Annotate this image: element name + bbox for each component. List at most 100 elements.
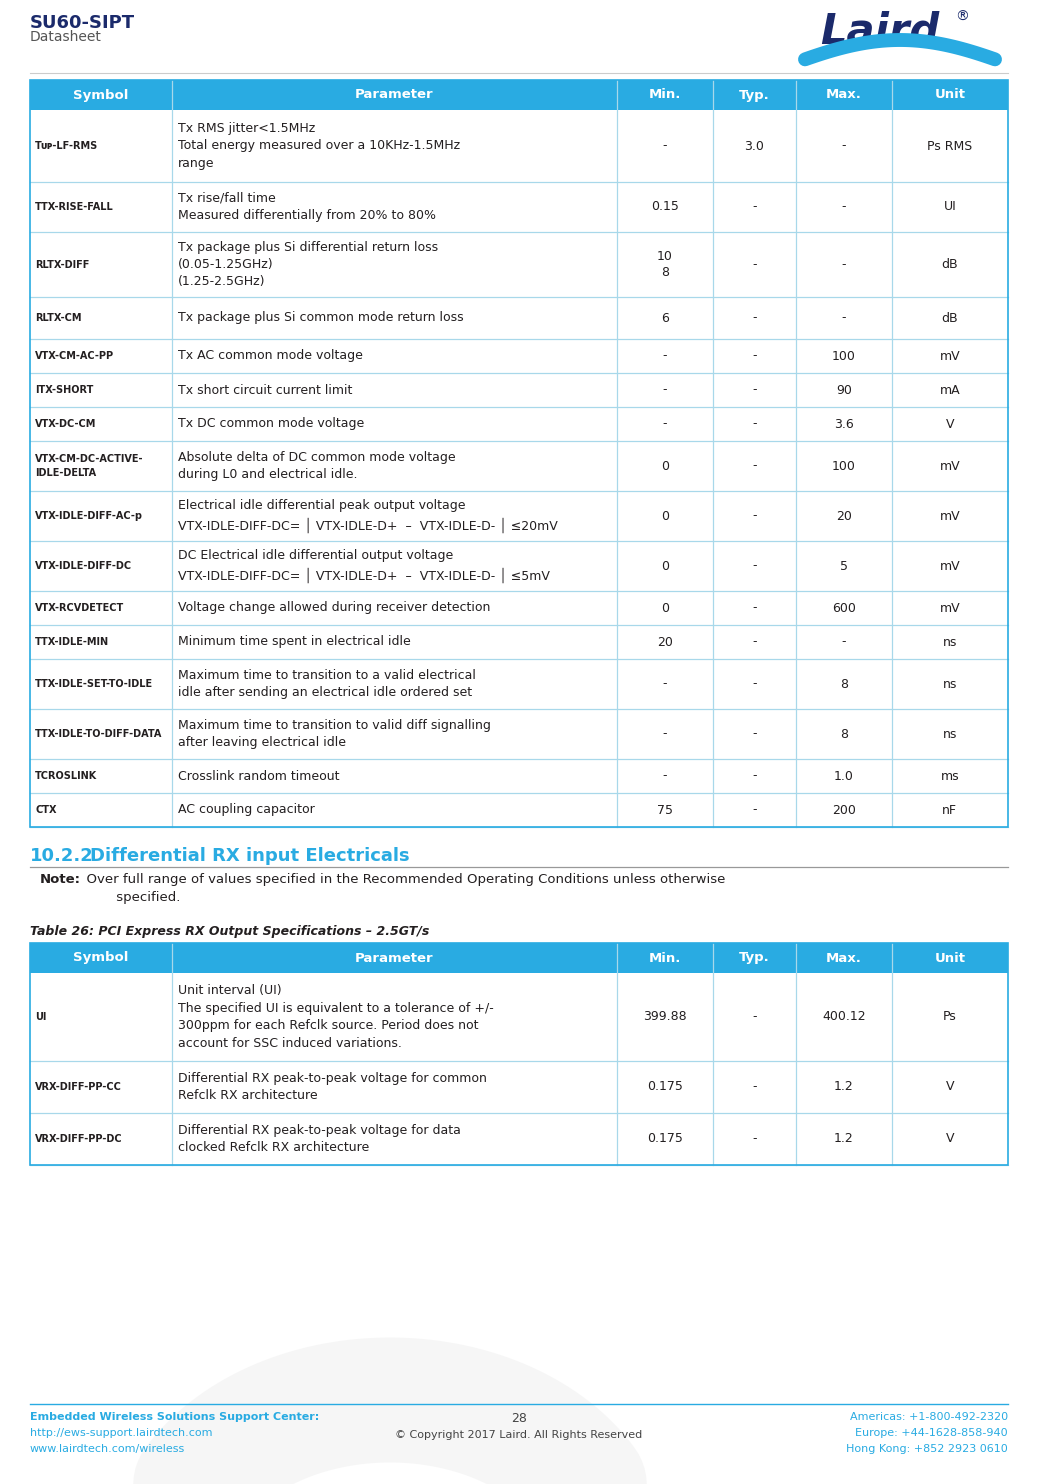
- Text: © Copyright 2017 Laird. All Rights Reserved: © Copyright 2017 Laird. All Rights Reser…: [395, 1431, 643, 1439]
- Bar: [30, 338, 1008, 372]
- Bar: [30, 974, 1008, 1061]
- Bar: [30, 792, 1008, 827]
- Text: 0: 0: [661, 601, 668, 614]
- Text: -: -: [752, 460, 757, 472]
- Bar: [30, 491, 1008, 542]
- Text: UI: UI: [944, 200, 956, 214]
- Text: -: -: [752, 383, 757, 396]
- Text: 10.2.2: 10.2.2: [30, 847, 93, 865]
- Bar: [30, 709, 1008, 758]
- Text: Differential RX input Electricals: Differential RX input Electricals: [90, 847, 410, 865]
- Text: RLTX-DIFF: RLTX-DIFF: [35, 260, 89, 270]
- Text: 0.175: 0.175: [647, 1080, 683, 1094]
- Text: TTX-RISE-FALL: TTX-RISE-FALL: [35, 202, 114, 212]
- Text: -: -: [752, 417, 757, 430]
- Text: -: -: [842, 200, 846, 214]
- Text: RLTX-CM: RLTX-CM: [35, 313, 82, 324]
- Text: ®: ®: [955, 10, 968, 24]
- Text: Differential RX peak-to-peak voltage for common
Refclk RX architecture: Differential RX peak-to-peak voltage for…: [177, 1071, 487, 1103]
- Text: TTX-IDLE-MIN: TTX-IDLE-MIN: [35, 637, 109, 647]
- Bar: [30, 232, 1008, 297]
- Bar: [30, 407, 1008, 441]
- Text: -: -: [662, 383, 667, 396]
- Text: Maximum time to transition to a valid electrical
idle after sending an electrica: Maximum time to transition to a valid el…: [177, 669, 475, 699]
- Text: dB: dB: [941, 258, 958, 272]
- Text: Tx AC common mode voltage: Tx AC common mode voltage: [177, 350, 362, 362]
- Text: 200: 200: [831, 803, 855, 816]
- Bar: [30, 441, 1008, 491]
- Text: Datasheet: Datasheet: [30, 30, 102, 45]
- Text: 600: 600: [831, 601, 855, 614]
- Text: dB: dB: [941, 312, 958, 325]
- Text: 399.88: 399.88: [643, 1011, 686, 1024]
- Text: Typ.: Typ.: [739, 89, 769, 101]
- Bar: [30, 758, 1008, 792]
- Text: 1.0: 1.0: [834, 770, 853, 782]
- Text: mV: mV: [939, 559, 960, 573]
- Text: 8: 8: [840, 678, 848, 690]
- Text: -: -: [842, 139, 846, 153]
- Text: V: V: [946, 417, 954, 430]
- Text: Maximum time to transition to valid diff signalling
after leaving electrical idl: Maximum time to transition to valid diff…: [177, 718, 491, 749]
- Text: TCROSLINK: TCROSLINK: [35, 772, 98, 781]
- Text: mA: mA: [939, 383, 960, 396]
- Text: 1.2: 1.2: [834, 1132, 853, 1146]
- Text: -: -: [752, 258, 757, 272]
- Text: Voltage change allowed during receiver detection: Voltage change allowed during receiver d…: [177, 601, 490, 614]
- Text: -: -: [842, 258, 846, 272]
- Text: Table 26: PCI Express RX Output Specifications – 2.5GT/s: Table 26: PCI Express RX Output Specific…: [30, 925, 430, 938]
- Text: Europe: +44-1628-858-940: Europe: +44-1628-858-940: [855, 1428, 1008, 1438]
- Text: VRX-DIFF-PP-DC: VRX-DIFF-PP-DC: [35, 1134, 122, 1144]
- Text: nF: nF: [943, 803, 957, 816]
- Bar: [30, 659, 1008, 709]
- Text: 100: 100: [831, 350, 855, 362]
- Text: -: -: [662, 139, 667, 153]
- Text: mV: mV: [939, 460, 960, 472]
- Text: Symbol: Symbol: [74, 89, 129, 101]
- Bar: [30, 1061, 1008, 1113]
- Text: 3.0: 3.0: [744, 139, 764, 153]
- Text: -: -: [752, 1080, 757, 1094]
- Text: Max.: Max.: [826, 951, 862, 965]
- Text: Tx package plus Si common mode return loss: Tx package plus Si common mode return lo…: [177, 312, 463, 325]
- Text: SU60-SIPT: SU60-SIPT: [30, 13, 135, 33]
- Text: -: -: [752, 509, 757, 522]
- Text: VTX-CM-DC-ACTIVE-
IDLE-DELTA: VTX-CM-DC-ACTIVE- IDLE-DELTA: [35, 454, 143, 478]
- Bar: [30, 110, 1008, 183]
- Text: Unit: Unit: [934, 89, 965, 101]
- Text: Americas: +1-800-492-2320: Americas: +1-800-492-2320: [850, 1411, 1008, 1422]
- Text: -: -: [752, 1132, 757, 1146]
- Text: 5: 5: [840, 559, 848, 573]
- Bar: [30, 80, 1008, 827]
- Text: Tx package plus Si differential return loss
(0.05-1.25GHz)
(1.25-2.5GHz): Tx package plus Si differential return l…: [177, 240, 438, 288]
- Bar: [30, 625, 1008, 659]
- Text: -: -: [752, 312, 757, 325]
- Text: Tᴜᴘ-LF-RMS: Tᴜᴘ-LF-RMS: [35, 141, 99, 151]
- Text: ns: ns: [943, 727, 957, 741]
- Text: 75: 75: [657, 803, 673, 816]
- Bar: [30, 372, 1008, 407]
- Text: 0: 0: [661, 460, 668, 472]
- Text: ms: ms: [940, 770, 959, 782]
- Text: Unit interval (UI)
The specified UI is equivalent to a tolerance of +/-
300ppm f: Unit interval (UI) The specified UI is e…: [177, 984, 493, 1049]
- Text: 0: 0: [661, 509, 668, 522]
- Text: Hong Kong: +852 2923 0610: Hong Kong: +852 2923 0610: [846, 1444, 1008, 1454]
- Text: -: -: [662, 350, 667, 362]
- Text: Tx short circuit current limit: Tx short circuit current limit: [177, 383, 352, 396]
- Text: ns: ns: [943, 635, 957, 649]
- Text: Parameter: Parameter: [355, 89, 434, 101]
- Text: mV: mV: [939, 601, 960, 614]
- Text: ITX-SHORT: ITX-SHORT: [35, 384, 93, 395]
- Text: 90: 90: [836, 383, 851, 396]
- Text: Absolute delta of DC common mode voltage
during L0 and electrical idle.: Absolute delta of DC common mode voltage…: [177, 451, 456, 481]
- Text: -: -: [752, 635, 757, 649]
- Text: 400.12: 400.12: [822, 1011, 866, 1024]
- Text: Minimum time spent in electrical idle: Minimum time spent in electrical idle: [177, 635, 411, 649]
- Text: 0.175: 0.175: [647, 1132, 683, 1146]
- Text: Typ.: Typ.: [739, 951, 769, 965]
- Bar: [30, 297, 1008, 338]
- Text: www.lairdtech.com/wireless: www.lairdtech.com/wireless: [30, 1444, 185, 1454]
- Bar: [30, 942, 1008, 974]
- Bar: [30, 542, 1008, 591]
- Text: Electrical idle differential peak output voltage
VTX-IDLE-DIFF-DC= │ VTX-IDLE-D+: Electrical idle differential peak output…: [177, 499, 557, 533]
